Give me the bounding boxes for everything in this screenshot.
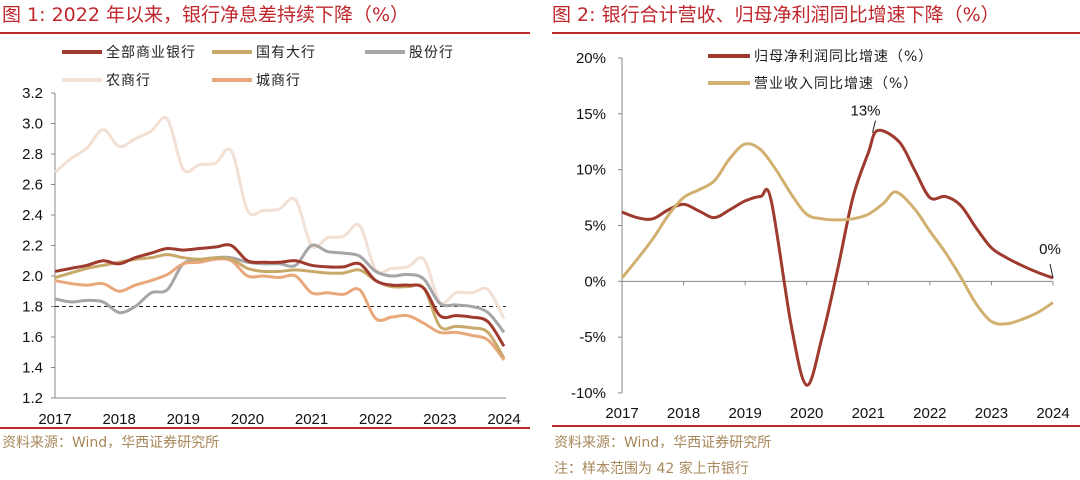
legend-label: 城商行 bbox=[256, 73, 301, 89]
y-tick-label: 20% bbox=[576, 50, 606, 67]
figure2-bottom-rule bbox=[552, 425, 1080, 427]
y-tick-label: 2.0 bbox=[22, 268, 43, 285]
figure1-top-rule bbox=[0, 32, 530, 34]
x-tick-label: 2021 bbox=[852, 405, 885, 422]
y-tick-label: 2.4 bbox=[22, 207, 43, 224]
x-tick-label: 2018 bbox=[102, 411, 135, 428]
y-tick-label: -5% bbox=[579, 329, 606, 346]
x-tick-label: 2019 bbox=[167, 411, 200, 428]
y-tick-label: 5% bbox=[584, 218, 606, 235]
series-line-归母净利润同比增速（%） bbox=[621, 128, 1054, 387]
annotation-0pct: 0% bbox=[1039, 241, 1061, 258]
x-tick-label: 2020 bbox=[790, 405, 823, 422]
figure2-source: 资料来源：Wind，华西证券研究所 bbox=[554, 435, 772, 451]
growth-rate-chart: -10% -5% 0% 5% 10% 15% 20% 2017 2018 2019 2020 2021… bbox=[571, 48, 1070, 422]
legend-label: 全部商业银行 bbox=[106, 44, 196, 61]
x-tick-label: 2022 bbox=[359, 411, 392, 428]
annotation-13pct: 13% bbox=[851, 103, 881, 120]
figure2-title: 图 2: 银行合计营收、归母净利润同比增速下降（%） bbox=[552, 4, 1000, 26]
legend-label: 国有大行 bbox=[256, 45, 316, 61]
y-tick-label: 3.0 bbox=[22, 116, 43, 133]
y-tick-label: 10% bbox=[576, 162, 606, 179]
y-tick-label: 1.2 bbox=[22, 390, 43, 407]
annotation-leader bbox=[1049, 263, 1054, 279]
series-line-农商行 bbox=[54, 115, 506, 320]
x-tick-label: 2020 bbox=[231, 411, 264, 428]
annotation-leader bbox=[872, 120, 877, 133]
x-tick-label: 2023 bbox=[975, 405, 1008, 422]
series-line-城商行 bbox=[54, 257, 506, 361]
y-tick-label: 1.8 bbox=[22, 299, 43, 316]
x-tick-label: 2017 bbox=[605, 405, 638, 422]
y-tick-label: -10% bbox=[571, 385, 606, 402]
x-tick-label: 2023 bbox=[423, 411, 456, 428]
y-tick-label: 2.8 bbox=[22, 146, 43, 163]
x-tick-label: 2019 bbox=[728, 405, 761, 422]
figure2-note: 注：样本范围为 42 家上市银行 bbox=[554, 461, 749, 477]
y-tick-label: 1.4 bbox=[22, 360, 43, 377]
x-tick-label: 2021 bbox=[295, 411, 328, 428]
y-tick-label: 15% bbox=[576, 106, 606, 123]
y-tick-label: 2.6 bbox=[22, 177, 43, 194]
y-tick-label: 1.6 bbox=[22, 329, 43, 346]
x-tick-label: 2018 bbox=[667, 405, 700, 422]
figure1-title: 图 1: 2022 年以来，银行净息差持续下降（%） bbox=[2, 4, 410, 26]
net-interest-margin-chart: 1.2 1.4 1.6 1.8 2.0 2.2 2.4 2.6 2.8 3.0 3.2 2017 201… bbox=[22, 44, 521, 428]
x-tick-label: 2022 bbox=[913, 405, 946, 422]
series-line-股份行 bbox=[54, 243, 506, 334]
y-tick-label: 0% bbox=[584, 273, 606, 290]
series-line-营业收入同比增速（%） bbox=[620, 142, 1054, 326]
x-tick-label: 2024 bbox=[487, 411, 520, 428]
y-tick-label: 3.2 bbox=[22, 85, 43, 102]
x-tick-label: 2017 bbox=[38, 411, 71, 428]
figure2-top-rule bbox=[552, 32, 1080, 34]
figure1-source: 资料来源：Wind，华西证券研究所 bbox=[2, 435, 220, 451]
legend-label: 营业收入同比增速（%） bbox=[754, 76, 918, 92]
legend-label: 农商行 bbox=[106, 73, 151, 89]
series-line-全部商业银行 bbox=[54, 243, 506, 347]
legend-label: 股份行 bbox=[409, 45, 454, 61]
y-tick-label: 2.2 bbox=[22, 238, 43, 255]
legend-label: 归母净利润同比增速（%） bbox=[754, 48, 933, 65]
figure1-bottom-rule bbox=[0, 427, 530, 429]
x-tick-label: 2024 bbox=[1036, 405, 1069, 422]
